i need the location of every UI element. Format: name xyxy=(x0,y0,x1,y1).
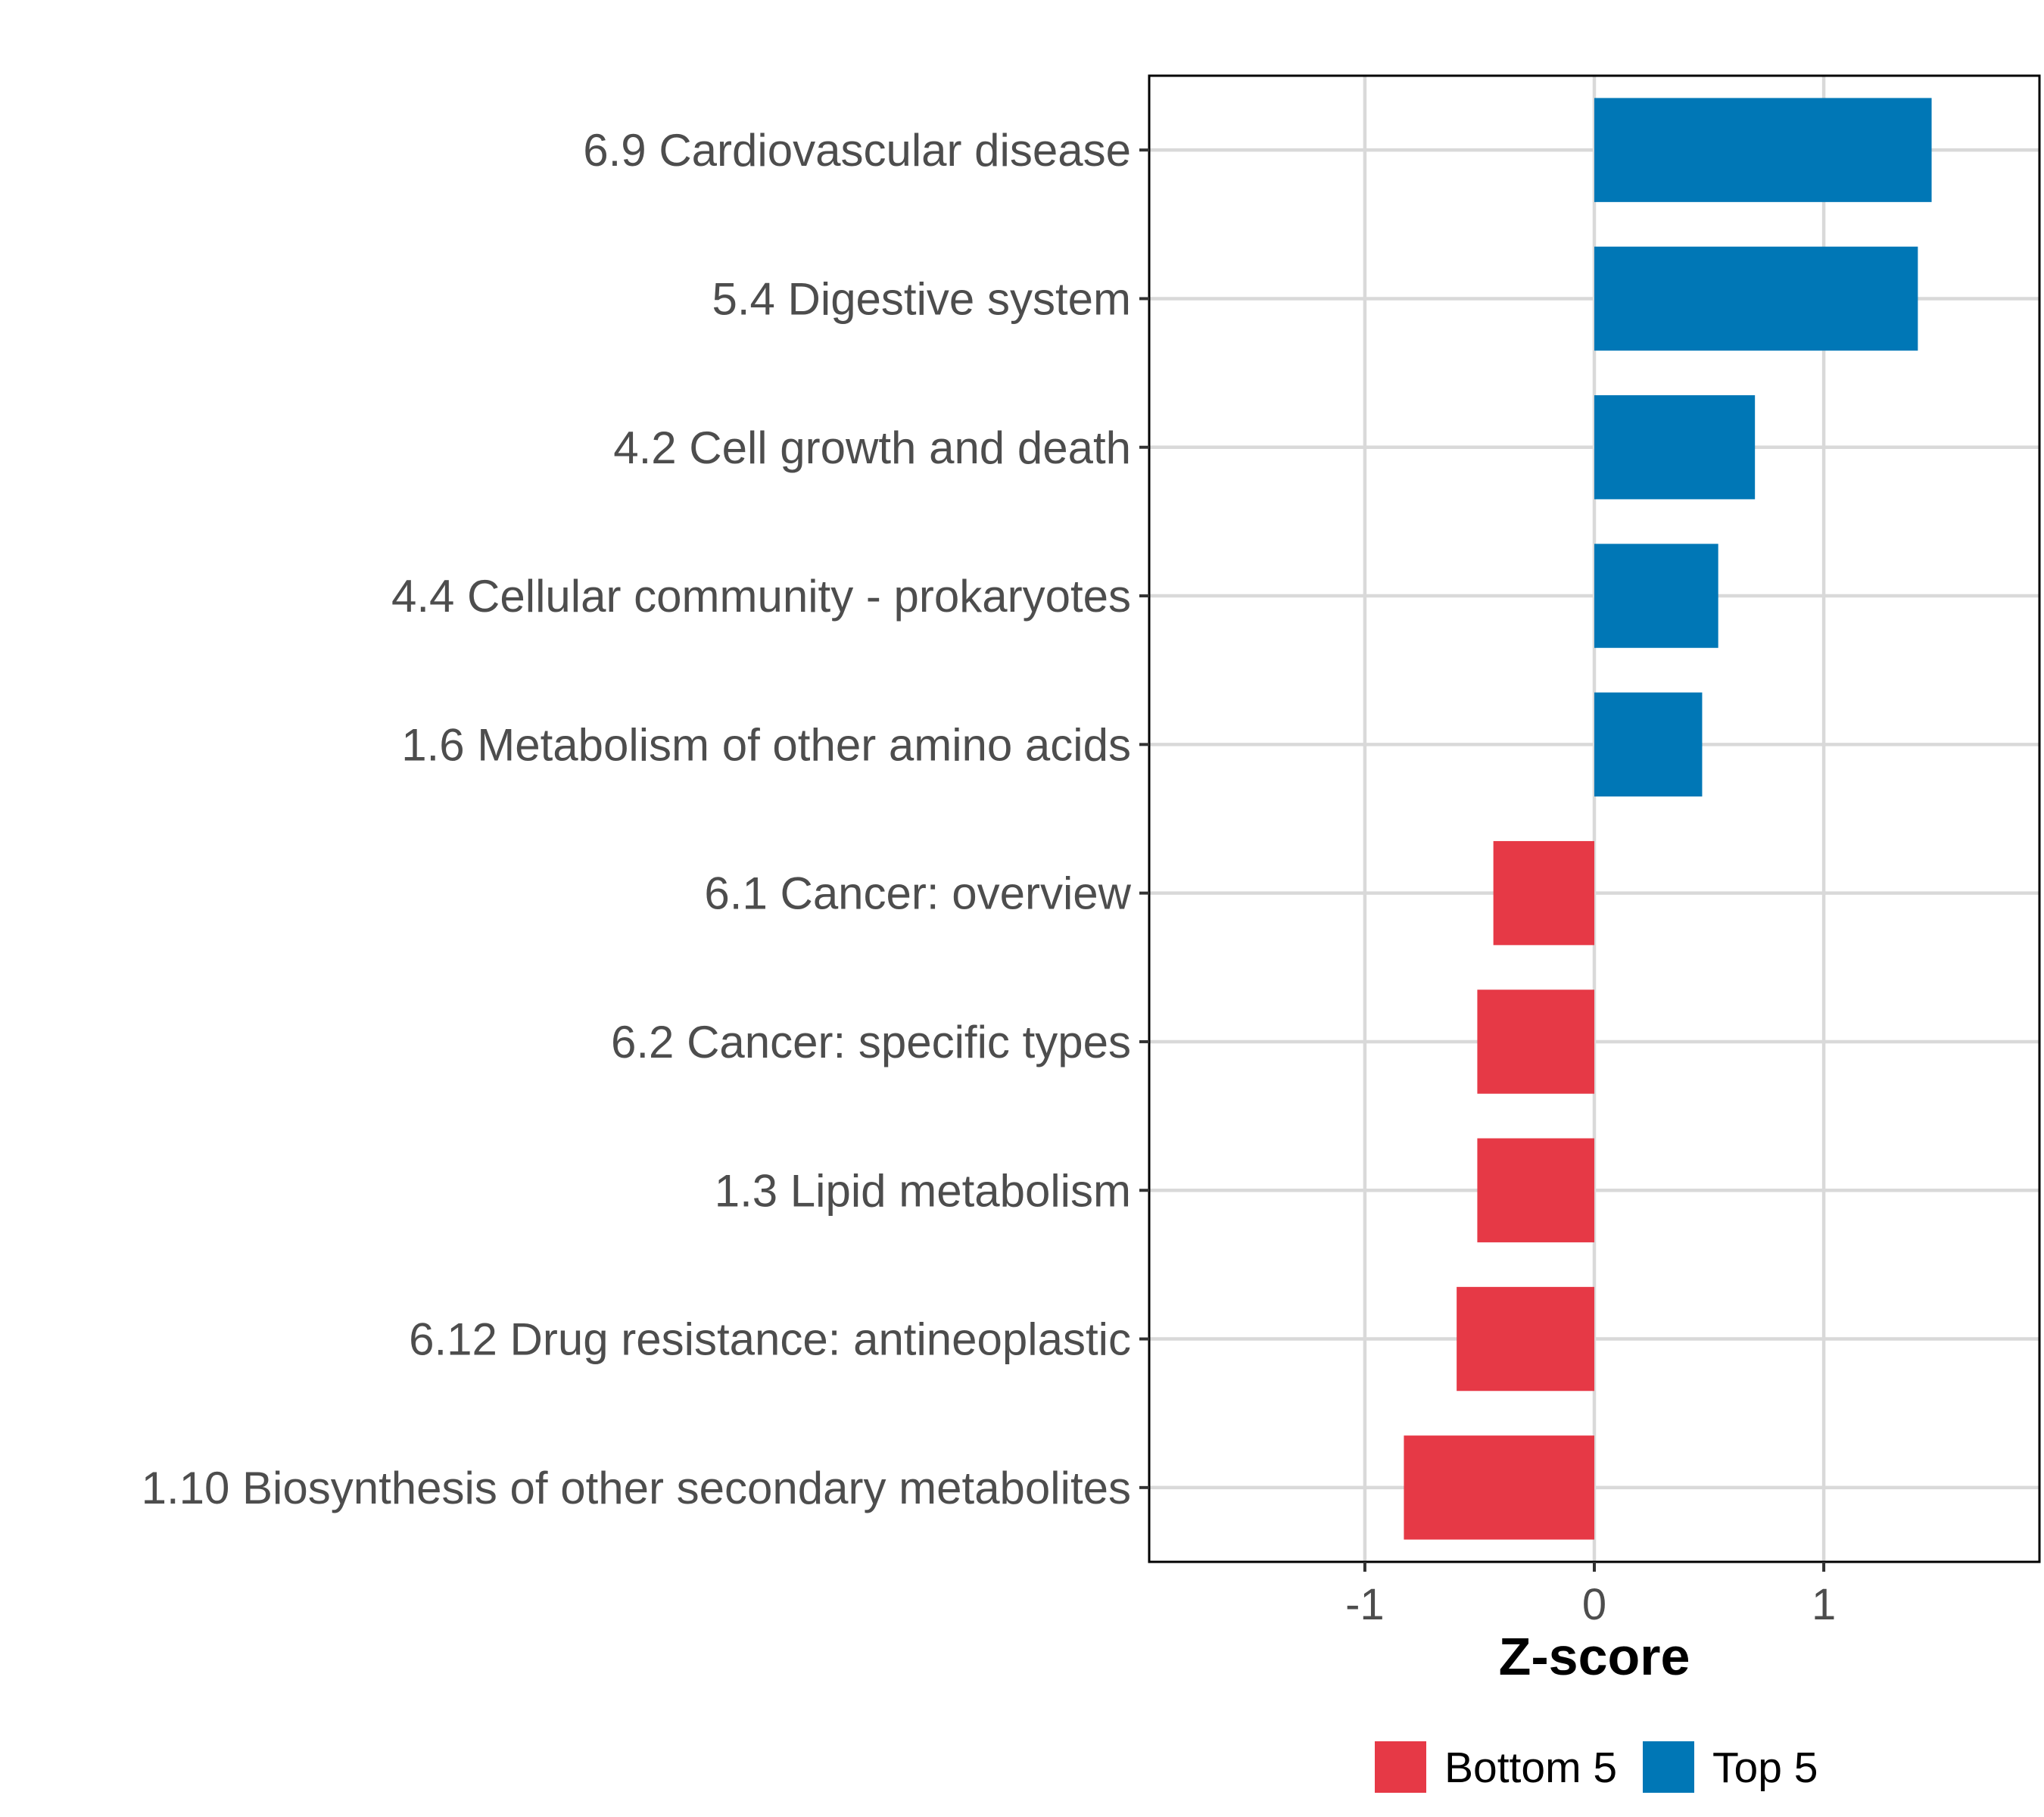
legend-label: Bottom 5 xyxy=(1444,1744,1617,1792)
category-label: 6.12 Drug resistance: antineoplastic xyxy=(409,1314,1131,1365)
bar xyxy=(1594,98,1932,202)
category-label: 6.9 Cardiovascular disease xyxy=(583,125,1131,176)
y-axis: 6.9 Cardiovascular disease 5.4 Digestive … xyxy=(142,125,1149,1513)
category-label: 6.1 Cancer: overview xyxy=(704,868,1131,919)
category-label: 6.2 Cancer: specific types xyxy=(611,1017,1131,1067)
x-axis: -1 0 1 xyxy=(1345,1562,1836,1629)
bar xyxy=(1477,990,1594,1094)
x-tick-label: 1 xyxy=(1812,1580,1836,1629)
category-label: 1.3 Lipid metabolism xyxy=(715,1165,1131,1216)
category-label: 4.2 Cell growth and death xyxy=(613,422,1131,473)
legend-swatch xyxy=(1643,1741,1694,1793)
category-label: 5.4 Digestive system xyxy=(712,273,1131,324)
x-axis-title: Z-score xyxy=(1499,1627,1690,1686)
bar xyxy=(1457,1286,1594,1392)
legend-label: Top 5 xyxy=(1712,1744,1818,1792)
bar xyxy=(1594,395,1756,500)
x-tick-label: 0 xyxy=(1582,1580,1606,1629)
category-label: 1.6 Metabolism of other amino acids xyxy=(401,719,1131,770)
bar xyxy=(1594,246,1918,351)
bar xyxy=(1594,692,1703,797)
legend: Bottom 5 Top 5 xyxy=(1375,1741,1818,1793)
bars xyxy=(1404,98,1932,1540)
bar xyxy=(1594,544,1718,648)
bar xyxy=(1404,1435,1594,1540)
legend-swatch xyxy=(1375,1741,1426,1793)
x-tick-label: -1 xyxy=(1345,1580,1385,1629)
bar xyxy=(1477,1138,1594,1242)
category-label: 4.4 Cellular community - prokaryotes xyxy=(391,571,1131,622)
bar xyxy=(1493,840,1594,946)
category-label: 1.10 Biosynthesis of other secondary met… xyxy=(142,1463,1131,1513)
